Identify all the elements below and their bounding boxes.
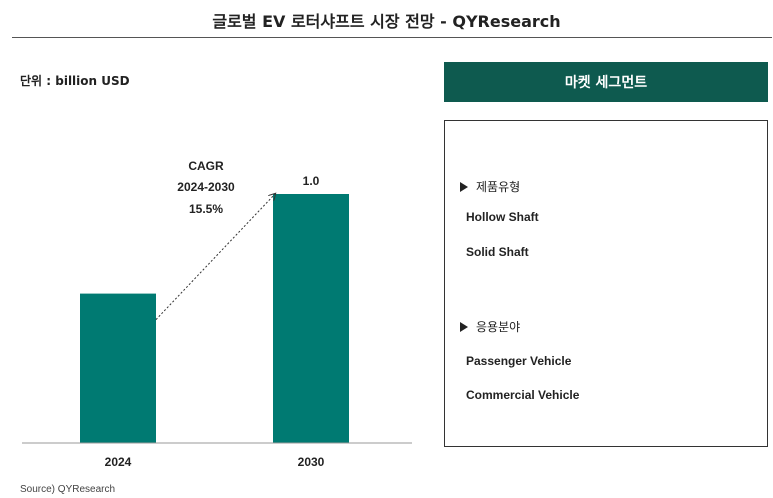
triangle-right-icon [460,321,468,332]
unit-label: 단위 : billion USD [20,74,130,88]
bar-2024 [80,293,156,443]
cagr-annotation-line: 15.5% [189,202,223,216]
segment-group-product-type: 제품유형 [460,178,520,195]
bar-2030 [273,194,349,443]
cagr-annotation-line: CAGR [188,159,224,173]
x-tick-label: 2030 [298,455,325,469]
cagr-annotation-line: 2024-2030 [177,180,235,194]
segment-item: Solid Shaft [466,245,529,259]
segment-item: Hollow Shaft [466,210,539,224]
segment-box [444,120,768,447]
triangle-right-icon [460,181,468,192]
cagr-arrow [155,194,275,320]
bar-chart: 2024 2030 1.0 CAGR 2024-2030 15.5% [22,159,412,469]
segment-header: 마켓 세그먼트 [444,62,768,102]
page-title: 글로벌 EV 로터샤프트 시장 전망 - QYResearch [212,12,561,31]
segment-group-label: 응용분야 [476,320,521,334]
segment-item: Passenger Vehicle [466,354,572,368]
source-note: Source) QYResearch [20,484,116,495]
segment-item: Commercial Vehicle [466,388,580,402]
data-label: 1.0 [303,174,320,188]
segment-group-label: 제품유형 [476,180,521,194]
x-tick-label: 2024 [105,455,132,469]
title-divider [12,37,772,38]
segment-group-application: 응용분야 [460,318,520,335]
